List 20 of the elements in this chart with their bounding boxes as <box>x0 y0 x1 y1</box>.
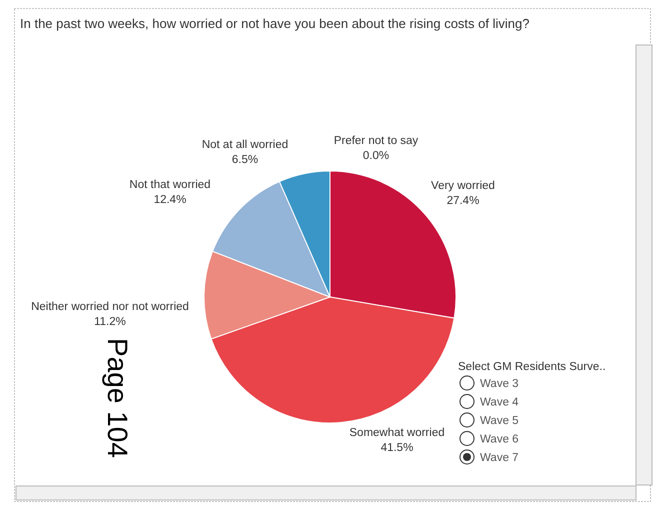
data-label: 6.5% <box>232 154 258 166</box>
slice-label: Not that worried <box>129 179 211 191</box>
text: Wave 7 <box>480 452 519 464</box>
data-label: 12.4% <box>154 194 186 206</box>
chart-title: In the past two weeks, how worried or not have you been about the rising costs of living? <box>20 16 530 31</box>
text: 0.0% <box>362 150 390 162</box>
slice-label: Neither worried nor not worried <box>31 301 189 313</box>
text: Page 104 <box>102 338 133 458</box>
text: Wave 4 <box>480 396 520 408</box>
data-label: 41.5% <box>380 442 414 454</box>
slice-label: Very worried <box>431 180 495 192</box>
text: Wave 5 <box>480 415 519 427</box>
text: Wave 3 <box>480 378 519 390</box>
data-label: 27.4% <box>446 195 480 207</box>
text: Select GM Residents Surve.. <box>458 361 606 373</box>
slice-label: Not at all worried <box>202 139 288 151</box>
slice-label: Somewhat worried <box>349 427 445 439</box>
text: Wave 6 <box>480 434 519 446</box>
data-label: 11.2% <box>94 316 126 328</box>
category-label: Prefer not to say <box>334 135 418 147</box>
